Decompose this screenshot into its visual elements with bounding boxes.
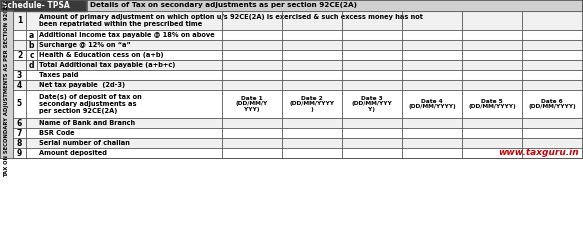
Text: 8: 8: [17, 138, 22, 147]
Text: b: b: [29, 41, 34, 49]
Text: Date 4
(DD/MM/YYYY): Date 4 (DD/MM/YYYY): [408, 99, 456, 110]
Bar: [0, 11, 13, 158]
Text: 2: 2: [17, 51, 22, 59]
Bar: [13, 60, 582, 70]
Text: Date 2
(DD/MM/YYYY
): Date 2 (DD/MM/YYYY ): [290, 96, 335, 112]
Text: Surcharge @ 12% on “a”: Surcharge @ 12% on “a”: [39, 42, 131, 48]
Text: 7: 7: [17, 129, 22, 137]
Text: Amount of primary adjustment on which option u/s 92CE(2A) is exercised & such ex: Amount of primary adjustment on which op…: [39, 14, 423, 27]
Text: Date 3
(DD/MM/YYY
Y): Date 3 (DD/MM/YYY Y): [352, 96, 392, 112]
Text: Name of Bank and Branch: Name of Bank and Branch: [39, 120, 135, 126]
Text: Total Additional tax payable (a+b+c): Total Additional tax payable (a+b+c): [39, 62, 175, 68]
Bar: [13, 11, 582, 30]
Text: Net tax payable  (2d-3): Net tax payable (2d-3): [39, 82, 125, 88]
Bar: [13, 50, 582, 60]
Text: Schedule- TPSA: Schedule- TPSA: [2, 1, 70, 10]
Bar: [13, 90, 582, 118]
Bar: [13, 128, 582, 138]
Bar: [13, 118, 582, 128]
Text: Date 6
(DD/MM/YYYY): Date 6 (DD/MM/YYYY): [528, 99, 576, 110]
Text: 9: 9: [17, 148, 22, 158]
Text: Details of Tax on secondary adjustments as per section 92CE(2A): Details of Tax on secondary adjustments …: [90, 3, 357, 8]
Bar: [13, 138, 582, 148]
Text: a: a: [29, 31, 34, 40]
Text: Additional Income tax payable @ 18% on above: Additional Income tax payable @ 18% on a…: [39, 32, 215, 38]
Text: 4: 4: [17, 80, 22, 89]
Bar: [87, 0, 582, 11]
Text: Date 1
(DD/MM/Y
YYY): Date 1 (DD/MM/Y YYY): [236, 96, 268, 112]
Bar: [13, 148, 582, 158]
Text: Date 5
(DD/MM/YYYY): Date 5 (DD/MM/YYYY): [468, 99, 516, 110]
Text: Amount deposited: Amount deposited: [39, 150, 107, 156]
Bar: [0, 0, 87, 11]
Text: Serial number of challan: Serial number of challan: [39, 140, 130, 146]
Bar: [13, 70, 582, 80]
Bar: [13, 40, 582, 50]
Text: 5: 5: [17, 99, 22, 109]
Text: 3: 3: [17, 71, 22, 79]
Text: d: d: [29, 61, 34, 69]
Text: BSR Code: BSR Code: [39, 130, 75, 136]
Text: c: c: [29, 51, 34, 59]
Bar: [13, 80, 582, 90]
Text: Health & Education cess on (a+b): Health & Education cess on (a+b): [39, 52, 164, 58]
Text: 1: 1: [17, 16, 22, 25]
Text: 6: 6: [17, 119, 22, 127]
Text: www.taxguru.in: www.taxguru.in: [498, 148, 579, 157]
Text: TAX ON SECONDARY ADJUSTMENTS AS PER SECTION 92CE(2A): TAX ON SECONDARY ADJUSTMENTS AS PER SECT…: [4, 0, 9, 177]
Text: Taxes paid: Taxes paid: [39, 72, 78, 78]
Bar: [13, 30, 582, 40]
Text: Date(s) of deposit of tax on
secondary adjustments as
per section 92CE(2A): Date(s) of deposit of tax on secondary a…: [39, 94, 142, 114]
